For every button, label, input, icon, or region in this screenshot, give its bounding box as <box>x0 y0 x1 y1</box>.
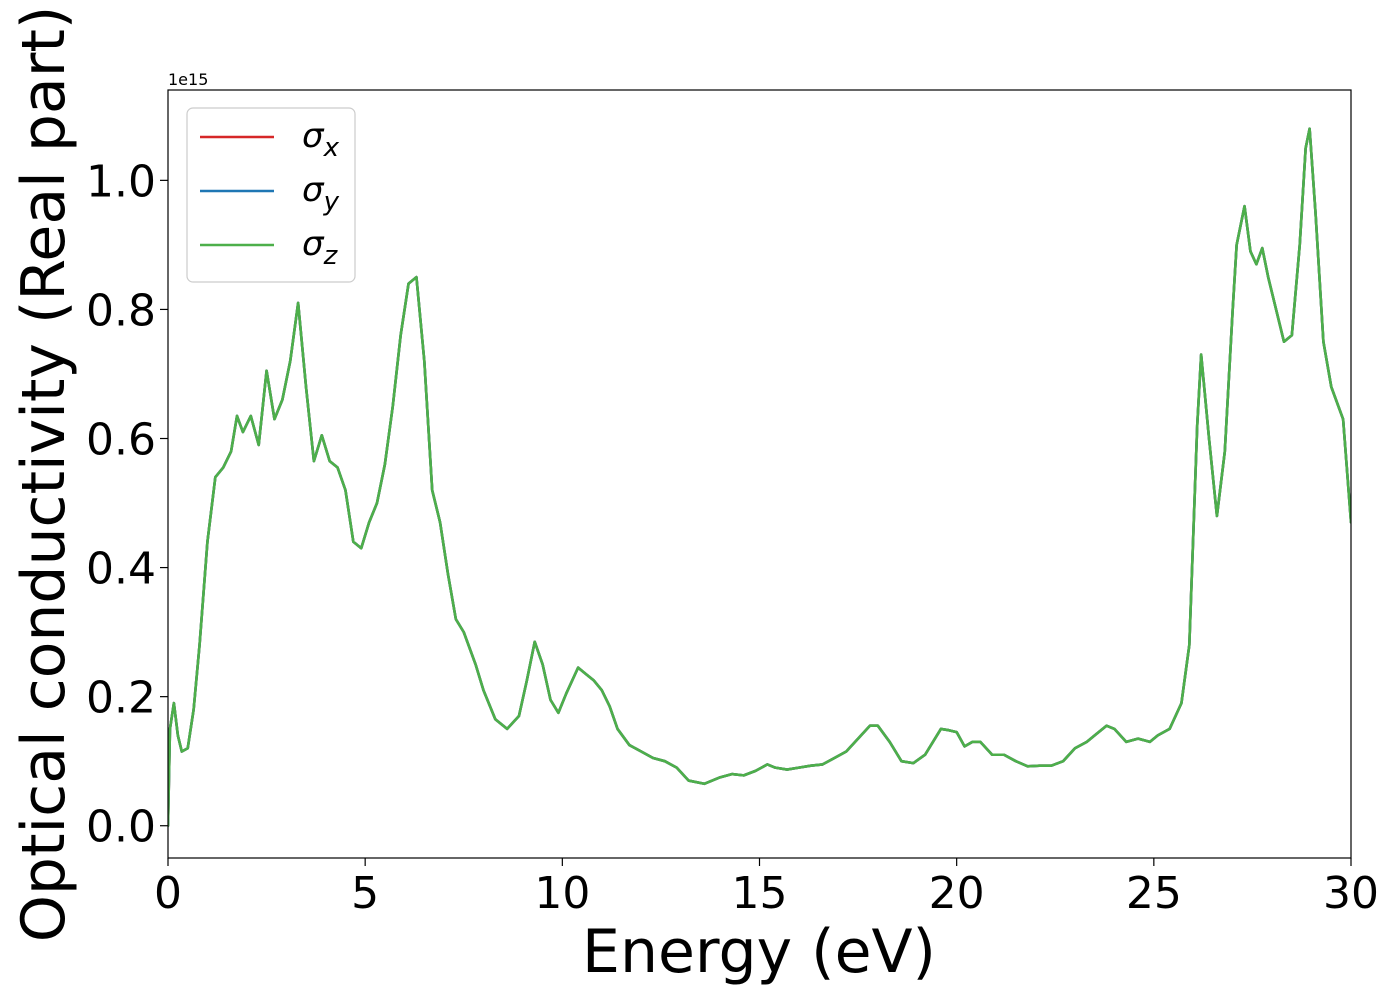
x-tick-label: 20 <box>929 868 985 919</box>
y-tick-label: 0.4 <box>86 544 156 595</box>
x-tick-label: 15 <box>732 868 788 919</box>
legend-label: σy <box>302 170 340 217</box>
legend-box <box>186 107 356 283</box>
legend-label: σz <box>302 224 339 271</box>
x-axis: 0 5 10 15 20 25 30 <box>154 858 1379 919</box>
y-offset-text: 1e15 <box>168 70 208 89</box>
legend-label: σx <box>302 116 340 163</box>
legend: σx σy σz <box>186 107 356 283</box>
x-axis-title: Energy (eV) <box>582 917 936 987</box>
y-axis-title: Optical conductivity (Real part) <box>9 6 79 943</box>
series-line-3 <box>168 127 1351 828</box>
y-axis: 0.0 0.2 0.4 0.6 0.8 1.0 <box>86 156 168 853</box>
y-tick-label: 0.6 <box>86 415 156 466</box>
y-tick-label: 0.0 <box>86 802 156 853</box>
y-tick-label: 0.2 <box>86 673 156 724</box>
x-tick-label: 25 <box>1126 868 1182 919</box>
x-tick-label: 5 <box>351 868 379 919</box>
plot-area <box>168 127 1351 828</box>
y-tick-label: 1.0 <box>86 156 156 207</box>
x-tick-label: 10 <box>534 868 590 919</box>
x-tick-label: 0 <box>154 868 182 919</box>
y-tick-label: 0.8 <box>86 285 156 336</box>
x-tick-label: 30 <box>1323 868 1379 919</box>
